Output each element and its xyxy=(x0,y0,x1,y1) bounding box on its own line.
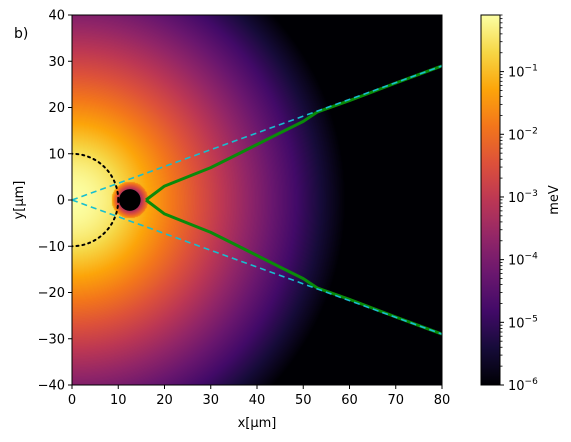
colorbar-ticks: 10−6 10−5 10−4 10−3 10−2 10−1 xyxy=(500,64,538,394)
colorbar-tick-label: 10−6 xyxy=(508,377,538,394)
green-path-1 xyxy=(145,64,442,202)
y-tick-label: −40 xyxy=(38,379,65,394)
y-tick-label: −10 xyxy=(38,240,65,255)
x-tick-label: 50 xyxy=(295,393,312,408)
x-tick-label: 70 xyxy=(387,393,404,408)
y-tick-label: −30 xyxy=(38,332,65,347)
x-tick-label: 80 xyxy=(434,393,451,408)
colorbar-label: meV xyxy=(547,185,562,215)
colorbar-frame xyxy=(480,14,501,386)
colorbar-tick-label: 10−3 xyxy=(508,189,538,206)
plot-overlays xyxy=(72,64,442,336)
x-tick-label: 20 xyxy=(156,393,173,408)
colorbar-tick-label: 10−1 xyxy=(508,64,538,81)
colorbar-tick-label: 10−4 xyxy=(508,252,538,269)
colorbar: 10−6 10−5 10−4 10−3 10−2 10−1 meV xyxy=(480,14,562,394)
dashed-line-1 xyxy=(72,65,442,201)
y-axis: −40 −30 −20 −10 0 10 20 30 40 xyxy=(38,9,72,394)
x-tick-label: 60 xyxy=(341,393,358,408)
x-axis-label: x[μm] xyxy=(238,416,277,431)
y-tick-label: 0 xyxy=(57,194,65,209)
obstacle-marker xyxy=(118,189,141,211)
dotted-circle xyxy=(72,152,120,248)
y-tick-label: −20 xyxy=(38,286,65,301)
colorbar-tick-label: 10−5 xyxy=(508,314,538,331)
x-tick-label: 30 xyxy=(202,393,219,408)
y-tick-label: 20 xyxy=(48,101,65,116)
x-tick-label: 10 xyxy=(110,393,127,408)
colorbar-gradient xyxy=(481,15,500,385)
y-tick-label: 10 xyxy=(48,147,65,162)
x-axis: 0 10 20 30 40 50 60 70 80 xyxy=(68,385,450,408)
green-path-2 xyxy=(145,198,442,336)
y-axis-label: y[μm] xyxy=(12,181,27,220)
y-tick-label: 30 xyxy=(48,55,65,70)
panel-label: b) xyxy=(14,26,28,42)
x-tick-label: 0 xyxy=(68,393,76,408)
x-tick-label: 40 xyxy=(249,393,266,408)
dashed-line-2 xyxy=(72,199,442,335)
y-tick-label: 40 xyxy=(48,9,65,24)
colorbar-tick-label: 10−2 xyxy=(508,126,538,143)
